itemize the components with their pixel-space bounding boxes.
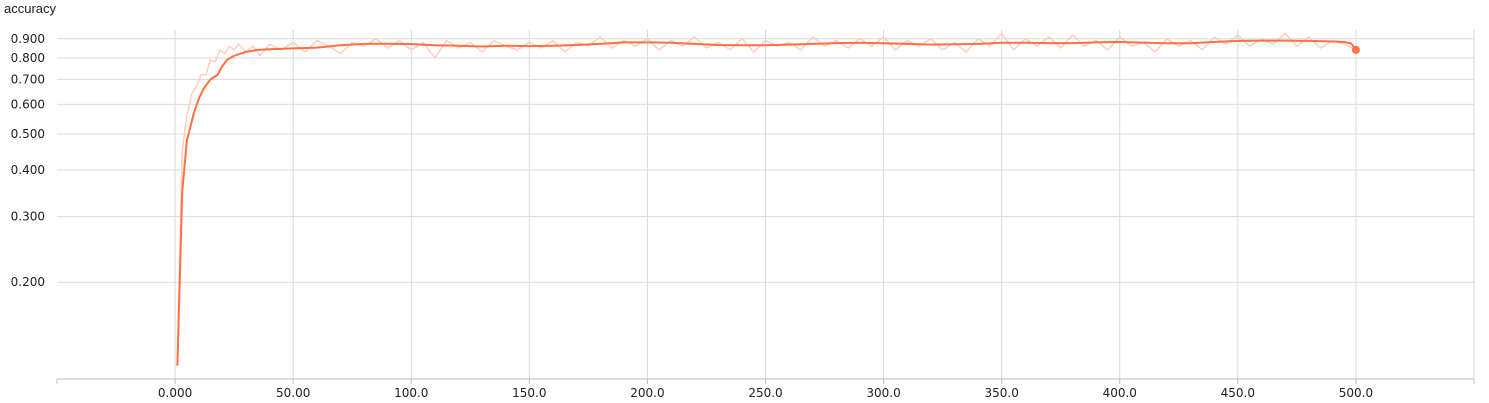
y-tick-label: 0.200: [11, 275, 45, 289]
x-tick-label: 450.0: [1221, 386, 1255, 400]
x-tick-label: 250.0: [748, 386, 782, 400]
x-tick-label: 100.0: [394, 386, 428, 400]
grid-layer: [57, 30, 1475, 379]
raw-series-layer: [176, 32, 1357, 366]
x-tick-label: 50.00: [276, 386, 310, 400]
x-tick-label: 0.000: [158, 386, 192, 400]
y-tick-label: 0.500: [11, 127, 45, 141]
y-tick-label: 0.900: [11, 32, 45, 46]
y-tick-label: 0.800: [11, 51, 45, 65]
x-tick-label: 150.0: [512, 386, 546, 400]
x-tick-label: 300.0: [866, 386, 900, 400]
y-tick-label: 0.600: [11, 97, 45, 111]
x-tick-label: 350.0: [984, 386, 1018, 400]
y-tick-label: 0.700: [11, 72, 45, 86]
last-point-marker: [1351, 45, 1360, 54]
chart-title: accuracy: [4, 1, 57, 16]
x-tick-label: 500.0: [1339, 386, 1373, 400]
y-tick-label: 0.400: [11, 163, 45, 177]
axis-layer: [56, 378, 1475, 384]
smoothed-series-layer: [176, 39, 1360, 366]
raw-accuracy-line: [176, 32, 1357, 366]
x-tick-label: 200.0: [630, 386, 664, 400]
tick-label-layer: 0.200 0.300 0.400 0.500 0.600 0.700 0.800 0.900…: [11, 32, 1373, 400]
x-tick-label: 400.0: [1103, 386, 1137, 400]
y-tick-label: 0.300: [11, 210, 45, 224]
smoothed-accuracy-line: [176, 39, 1357, 366]
